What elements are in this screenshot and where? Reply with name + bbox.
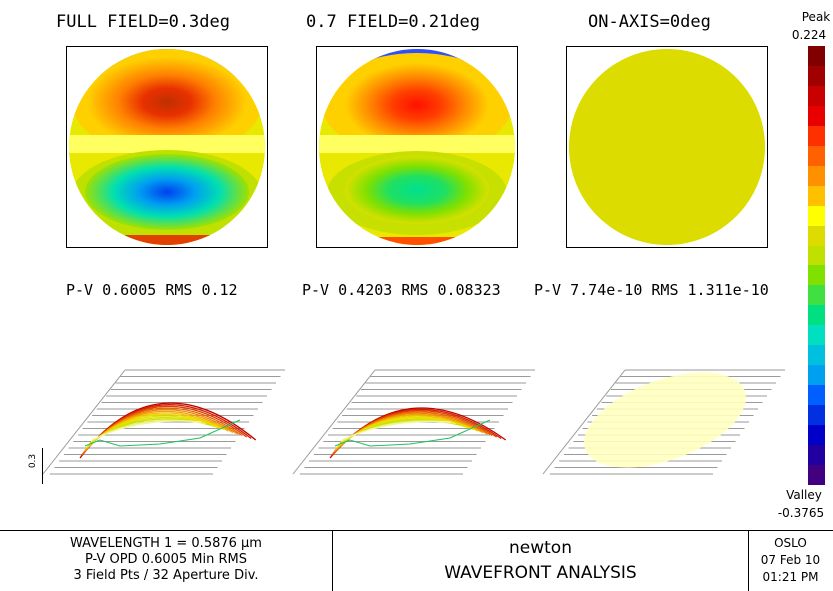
stats-full-field: P-V 0.6005 RMS 0.12: [66, 281, 238, 299]
colorbar-swatch: [808, 285, 825, 306]
field-title-axis: ON-AXIS=0deg: [588, 12, 711, 32]
footer-program: OSLO: [774, 536, 807, 550]
footer-date: 07 Feb 10: [760, 553, 821, 567]
colorbar-swatch: [808, 125, 825, 146]
stats-on-axis: P-V 7.74e-10 RMS 1.311e-10: [534, 281, 769, 299]
colorbar-swatch: [808, 265, 825, 286]
footer-parameters: WAVELENGTH 1 = 0.5876 μm P-V OPD 0.6005 …: [0, 531, 333, 591]
wavefront-map-full-field: [66, 46, 268, 248]
colorbar-swatch: [808, 165, 825, 186]
wavefront-map-on-axis: [566, 46, 768, 248]
wavefront-3d-plot-on-axis: [542, 369, 785, 475]
field-title-07: 0.7 FIELD=0.21deg: [306, 12, 480, 32]
colorbar-valley-value: -0.3765: [777, 506, 825, 520]
colorbar-swatch: [808, 365, 825, 386]
colorbar-swatch: [808, 445, 825, 466]
colorbar-swatch: [808, 345, 825, 366]
footer-wavelength: WAVELENGTH 1 = 0.5876 μm: [70, 536, 262, 551]
colorbar-peak-value: 0.224: [791, 28, 827, 42]
wavefront-3d-plot-07-field: [292, 369, 535, 475]
vertical-scale-label: 0.3: [28, 453, 39, 469]
colorbar-swatch: [808, 145, 825, 166]
vertical-scale-bar: [42, 448, 43, 484]
footer-pv-opd: P-V OPD 0.6005 Min RMS: [84, 552, 248, 567]
colorbar-swatch: [808, 205, 825, 226]
wavefront-map-07-field: [316, 46, 518, 248]
colorbar-valley-label: Valley: [786, 488, 822, 502]
colorbar-swatch: [808, 105, 825, 126]
footer-time: 01:21 PM: [762, 570, 819, 584]
stats-07-field: P-V 0.4203 RMS 0.08323: [302, 281, 501, 299]
colorbar-swatch: [808, 465, 825, 485]
colorbar-swatch: [808, 325, 825, 346]
footer-lens-name: newton: [509, 538, 572, 558]
colorbar: [808, 46, 825, 485]
footer-info-box: WAVELENGTH 1 = 0.5876 μm P-V OPD 0.6005 …: [0, 530, 833, 591]
colorbar-swatch: [808, 245, 825, 266]
colorbar-swatch: [808, 85, 825, 106]
wavefront-3d-plot-full-field: [42, 369, 285, 475]
colorbar-swatch: [808, 65, 825, 86]
colorbar-swatch: [808, 385, 825, 406]
footer-analysis-title: WAVEFRONT ANALYSIS: [444, 563, 637, 583]
footer-program-info: OSLO 07 Feb 10 01:21 PM: [749, 531, 832, 591]
colorbar-swatch: [808, 185, 825, 206]
colorbar-swatch: [808, 425, 825, 446]
colorbar-peak-label: Peak: [801, 10, 831, 24]
field-title-full: FULL FIELD=0.3deg: [56, 12, 230, 32]
colorbar-swatch: [808, 305, 825, 326]
colorbar-swatch: [808, 405, 825, 426]
footer-title: newton WAVEFRONT ANALYSIS: [333, 531, 749, 591]
footer-field-points: 3 Field Pts / 32 Aperture Div.: [73, 568, 259, 583]
colorbar-swatch: [808, 46, 825, 66]
colorbar-swatch: [808, 225, 825, 246]
